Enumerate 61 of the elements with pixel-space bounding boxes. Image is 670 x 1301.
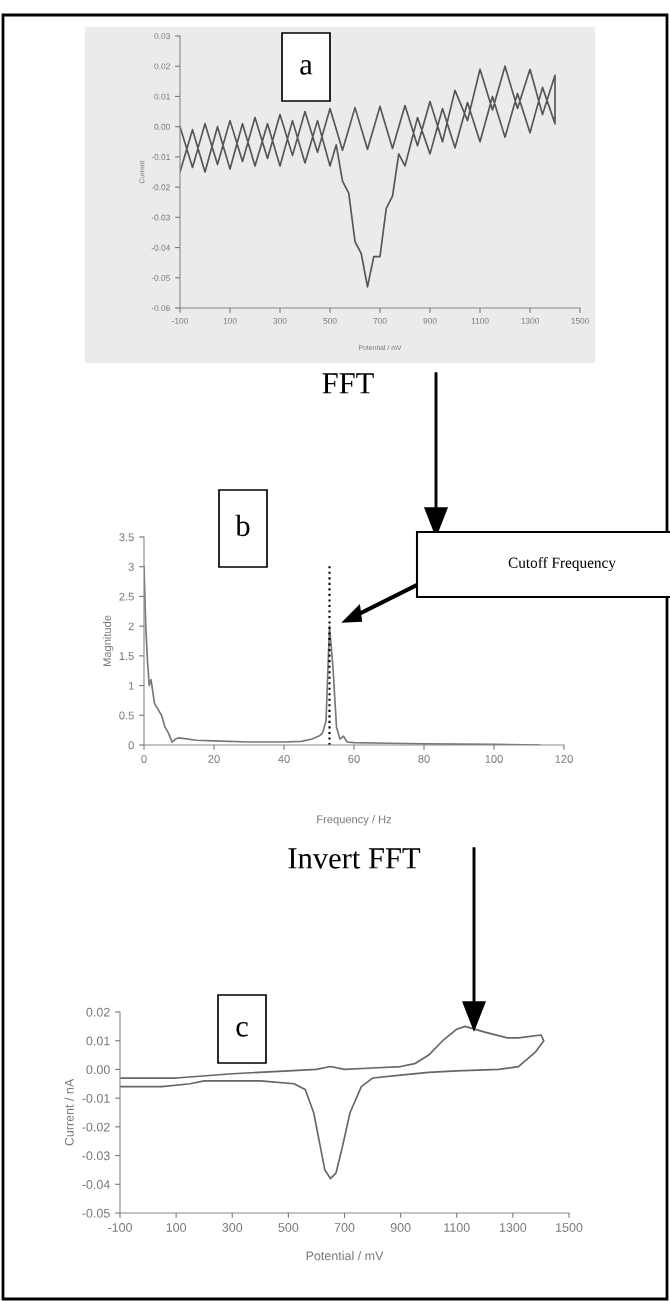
- x-axis-title: Frequency / Hz: [317, 815, 392, 826]
- x-tick-label: 40: [278, 755, 290, 763]
- y-tick-label: 2.5: [119, 592, 134, 601]
- y-tick-label: 0.02: [154, 63, 170, 70]
- y-tick-label: -0.04: [82, 1180, 110, 1189]
- y-tick-label: 0: [128, 741, 134, 750]
- text: FFT: [322, 373, 374, 394]
- x-tick-label: 60: [348, 755, 360, 763]
- y-axis-title: Magnitude: [102, 615, 114, 667]
- x-tick-label: 1500: [571, 317, 589, 324]
- x-tick-label: 1100: [471, 317, 489, 324]
- x-tick-label: 1300: [499, 1223, 527, 1232]
- y-tick-label: 0.02: [86, 1007, 110, 1017]
- y-tick-label: 0.00: [154, 123, 170, 130]
- y-tick-label: 0.5: [119, 711, 134, 720]
- x-tick-label: 900: [423, 317, 437, 324]
- text: a: [300, 60, 313, 75]
- text: Invert FFT: [288, 848, 421, 869]
- y-tick-label: -0.01: [82, 1093, 110, 1103]
- annotation: Cutoff Frequency: [508, 556, 616, 572]
- x-tick-label: 120: [555, 755, 573, 763]
- y-tick-label: 0.00: [86, 1065, 110, 1075]
- x-tick-label: 80: [418, 755, 430, 763]
- y-tick-label: -0.03: [151, 214, 170, 221]
- x-tick-label: 100: [485, 755, 503, 763]
- x-tick-label: -100: [108, 1223, 133, 1232]
- y-tick-label: -0.06: [151, 305, 170, 312]
- chart-title: b: [235, 514, 250, 537]
- y-tick-label: -0.03: [82, 1151, 110, 1161]
- y-tick-label: 0.01: [86, 1036, 110, 1046]
- y-tick-label: -0.01: [151, 154, 170, 160]
- x-tick-label: 1300: [521, 317, 539, 324]
- y-tick-label: 2: [128, 622, 134, 631]
- y-tick-label: 0.01: [154, 93, 170, 100]
- x-tick-label: 100: [223, 317, 237, 324]
- y-tick-label: 3: [128, 562, 134, 571]
- x-tick-label: 1500: [556, 1223, 583, 1232]
- x-tick-label: 700: [373, 317, 387, 324]
- chart-title: c: [236, 1021, 248, 1037]
- y-tick-label: 1.5: [119, 652, 134, 660]
- y-tick-label: -0.04: [151, 244, 171, 251]
- y-tick-label: 1: [128, 681, 134, 690]
- y-tick-label: -0.05: [82, 1208, 110, 1218]
- x-tick-label: 500: [278, 1223, 299, 1232]
- x-tick-label: 500: [323, 317, 337, 324]
- x-tick-label: 900: [390, 1223, 411, 1232]
- x-axis-title: Potential / mV: [306, 1251, 384, 1261]
- y-axis-title: Current / nA: [64, 1078, 74, 1146]
- y-tick-label: 3.5: [119, 533, 134, 542]
- x-tick-label: 700: [334, 1223, 355, 1232]
- y-tick-label: -0.05: [151, 274, 170, 281]
- y-tick-label: -0.02: [151, 184, 170, 191]
- x-tick-label: 300: [273, 317, 287, 324]
- x-tick-label: 0: [141, 755, 147, 763]
- y-tick-label: -0.02: [82, 1122, 110, 1132]
- x-tick-label: -100: [172, 317, 189, 324]
- x-tick-label: 1100: [444, 1223, 470, 1232]
- x-tick-label: 300: [222, 1223, 243, 1232]
- x-tick-label: 20: [208, 755, 220, 763]
- y-tick-label: 0.03: [154, 33, 170, 40]
- x-tick-label: 100: [166, 1223, 187, 1232]
